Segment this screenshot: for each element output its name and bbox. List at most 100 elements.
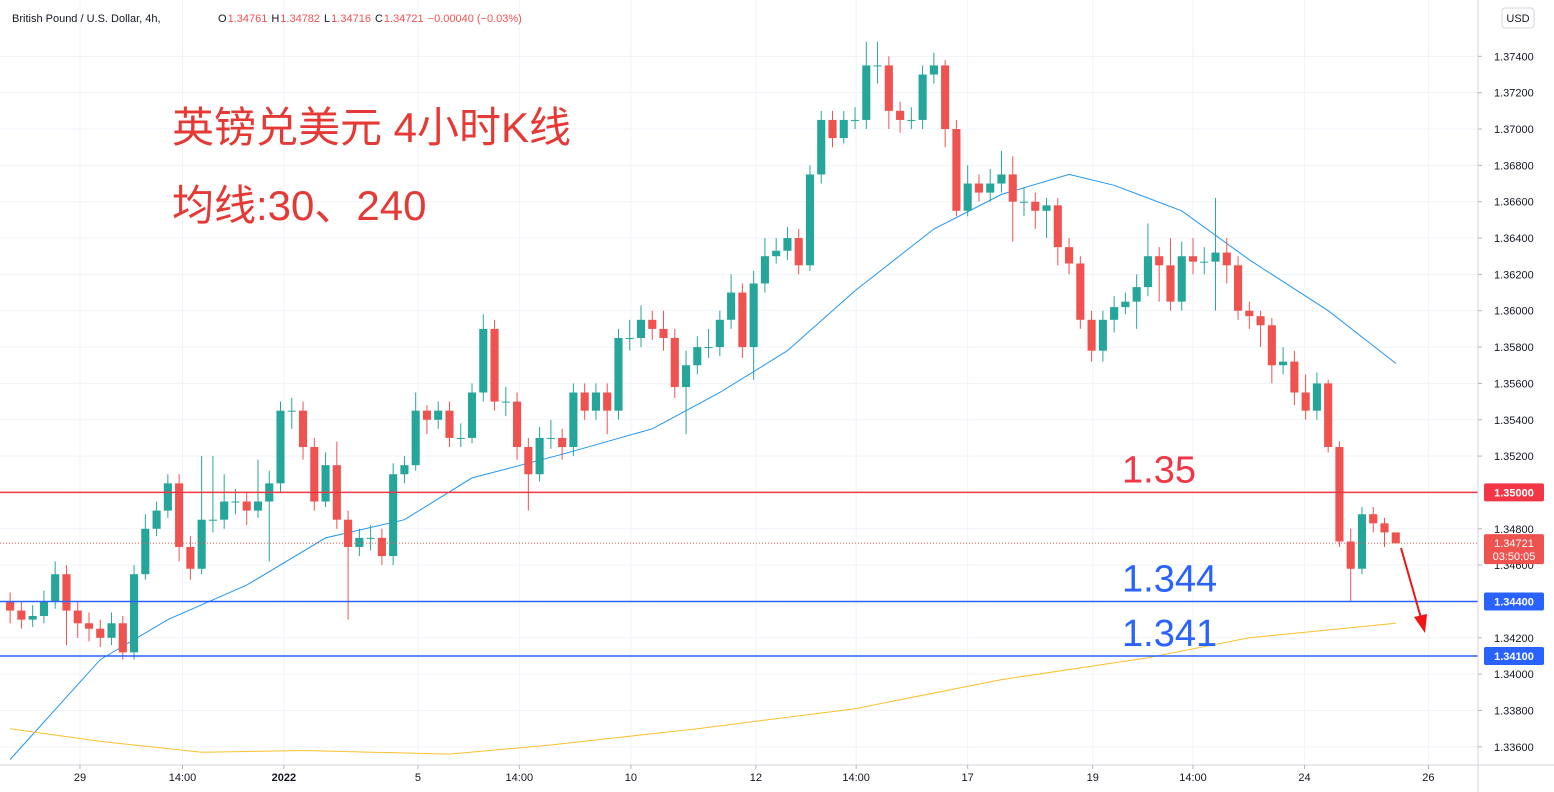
level-tag (1484, 592, 1544, 611)
candle-body (253, 501, 263, 511)
candle-body (1346, 541, 1355, 569)
candle-body (175, 483, 184, 547)
candle-body (659, 328, 668, 338)
y-tick-label: 1.37400 (1494, 51, 1534, 63)
candle-body (772, 250, 781, 257)
candle-body (17, 610, 26, 620)
candle-body (287, 410, 296, 412)
y-tick-label: 1.33600 (1494, 742, 1534, 754)
y-tick-label: 1.36200 (1494, 269, 1534, 281)
candle-body (6, 601, 15, 611)
axes: 1.336001.338001.340001.342001.346001.348… (74, 51, 1544, 784)
arrow-head (1414, 614, 1427, 633)
candle-body (963, 183, 972, 211)
candle-body (907, 119, 916, 121)
countdown: 03:50:05 (1493, 551, 1536, 563)
candle-body (1267, 325, 1276, 366)
candle-body (1042, 205, 1051, 211)
candle-body (603, 392, 612, 411)
candle-body (558, 437, 567, 448)
candle-body (1245, 310, 1254, 317)
x-tick-label: 5 (415, 772, 421, 784)
level-tag (1484, 646, 1544, 665)
candle-body (1357, 514, 1367, 569)
candle-body (1053, 205, 1062, 248)
candle-body (411, 410, 420, 466)
candle-body (1301, 392, 1310, 411)
candle-body (1335, 447, 1344, 542)
candle-body (1110, 307, 1119, 320)
candle-body (681, 365, 691, 388)
candle-body (1200, 261, 1209, 263)
candle-body (1177, 256, 1186, 302)
x-tick-label: 14:00 (1179, 772, 1207, 784)
candle-body (39, 601, 48, 616)
candle-body (434, 410, 443, 420)
level-tag (1484, 483, 1544, 502)
candle-body (828, 119, 837, 139)
annotation: 均线:30、240 (172, 182, 426, 229)
symbol: British Pound / U.S. Dollar, 4h, (12, 13, 161, 25)
candle-body (670, 337, 679, 388)
ohlc: O 1.34761 H 1.34782 L 1.34716 C 1.34721 −0.00040… (218, 13, 522, 25)
candle-body (524, 447, 533, 475)
y-tick-label: 1.36600 (1494, 197, 1534, 209)
candle-body (997, 174, 1006, 184)
candle-body (366, 537, 375, 539)
x-tick-label: 26 (1422, 772, 1434, 784)
x-tick-label: 14:00 (842, 772, 870, 784)
candle-body (1019, 201, 1029, 203)
candle-body (625, 337, 634, 339)
candle-body (580, 392, 589, 411)
ohlc-key: O (218, 13, 227, 25)
candle-body (1324, 383, 1333, 448)
arrow (1400, 547, 1427, 633)
x-tick-label: 10 (625, 772, 637, 784)
level-label: 1.341 (1122, 613, 1217, 655)
candle-body (1076, 263, 1085, 320)
candle-body (794, 238, 803, 266)
candle-body (355, 537, 364, 547)
candle-body (490, 328, 499, 402)
candle-body (197, 519, 206, 569)
candle-body (51, 574, 60, 602)
candle-body (1380, 523, 1389, 533)
x-tick-label: 19 (1087, 772, 1099, 784)
candle-body (501, 401, 510, 403)
candle-body (118, 623, 127, 653)
candle-body (389, 474, 398, 557)
level-tag-label: 1.34400 (1494, 596, 1534, 608)
currency-box[interactable] (1501, 7, 1535, 29)
candle-body (208, 519, 217, 521)
ohlc-value: 1.34761 (228, 13, 268, 25)
candle-body (467, 392, 477, 438)
x-tick-label: 24 (1298, 772, 1310, 784)
last-price-label: 1.34721 (1494, 538, 1534, 550)
ohlc-value: 1.34782 (280, 13, 320, 25)
candle-body (96, 628, 105, 638)
ohlc-key: H (271, 13, 279, 25)
candle-body (321, 465, 330, 502)
level-label: 1.35 (1122, 449, 1196, 491)
level-tag-label: 1.34100 (1494, 651, 1534, 663)
candle-body (1166, 265, 1175, 302)
candle-body (220, 501, 229, 520)
candle-body (422, 410, 432, 420)
candle-body (535, 437, 544, 475)
annotation: 英镑兑美元 4小时K线 (172, 104, 571, 151)
candle-body (377, 537, 386, 557)
candle-body (1188, 256, 1198, 262)
candle-body (749, 283, 758, 348)
candle-body (873, 65, 882, 67)
candle-body (817, 119, 826, 175)
candle-body (636, 319, 646, 338)
x-tick-label: 14:00 (506, 772, 534, 784)
candle-body (1098, 319, 1107, 351)
candle-body (456, 437, 465, 439)
candle-body (738, 292, 747, 348)
x-tick-label: 14:00 (169, 772, 197, 784)
candle-body (569, 392, 578, 448)
